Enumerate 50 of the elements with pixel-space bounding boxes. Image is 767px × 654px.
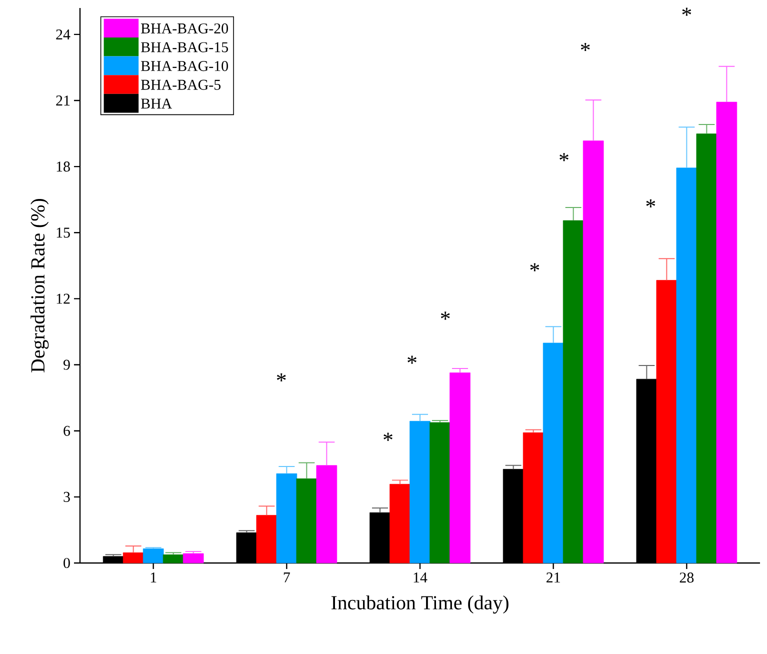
annotation: *: [384, 432, 392, 441]
bar: [716, 102, 738, 564]
bar: [562, 220, 584, 564]
bar: [390, 484, 410, 564]
x-tick-label: 1: [150, 572, 156, 582]
y-tick-label: 24: [56, 29, 70, 40]
bar: [256, 515, 278, 564]
annotation: *: [440, 312, 450, 320]
bar: [450, 372, 470, 564]
y-tick-label: 12: [56, 294, 70, 304]
annotation: *: [530, 263, 540, 272]
x-tick-label: 21: [546, 572, 560, 582]
y-axis-title: Degradation Rate (%): [30, 198, 49, 372]
legend-label: BHA-BAG-20: [141, 23, 228, 34]
bar: [656, 280, 678, 564]
y-tick-label: 18: [56, 162, 70, 172]
x-tick-label: 28: [680, 572, 694, 583]
annotation: *: [560, 153, 568, 162]
bar: [696, 134, 718, 564]
bar: [276, 473, 298, 564]
bar: [142, 548, 164, 564]
bar: [676, 168, 698, 564]
legend-label: BHA: [141, 98, 172, 109]
bar: [182, 553, 204, 564]
y-tick-label: 3: [64, 492, 70, 502]
y-tick-label: 9: [63, 360, 70, 370]
y-tick-label: 6: [64, 426, 70, 436]
annotation: *: [276, 373, 286, 382]
legend-label: BHA-BAG-15: [141, 42, 228, 52]
x-tick-label: 7: [284, 572, 290, 582]
y-tick-label: 21: [56, 96, 70, 106]
bar: [122, 552, 144, 564]
legend-label: BHA-BAG-10: [141, 60, 228, 72]
annotation: *: [682, 8, 692, 16]
bar: [430, 422, 450, 564]
bar: [410, 420, 430, 564]
bar: [296, 478, 318, 564]
annotation: *: [580, 42, 590, 52]
x-tick-label: 14: [414, 572, 428, 582]
legend-label: BHA-BAG-5: [141, 80, 221, 90]
x-axis-title: Incubation Time (day): [331, 595, 508, 614]
bar: [316, 465, 338, 564]
bar: [542, 342, 564, 564]
y-tick-label: 0: [64, 558, 70, 568]
annotation: *: [646, 199, 656, 208]
bar: [522, 432, 544, 564]
bar: [582, 140, 604, 564]
annotation: *: [408, 356, 416, 364]
y-tick-label: 15: [56, 228, 70, 238]
bar: [162, 554, 184, 564]
